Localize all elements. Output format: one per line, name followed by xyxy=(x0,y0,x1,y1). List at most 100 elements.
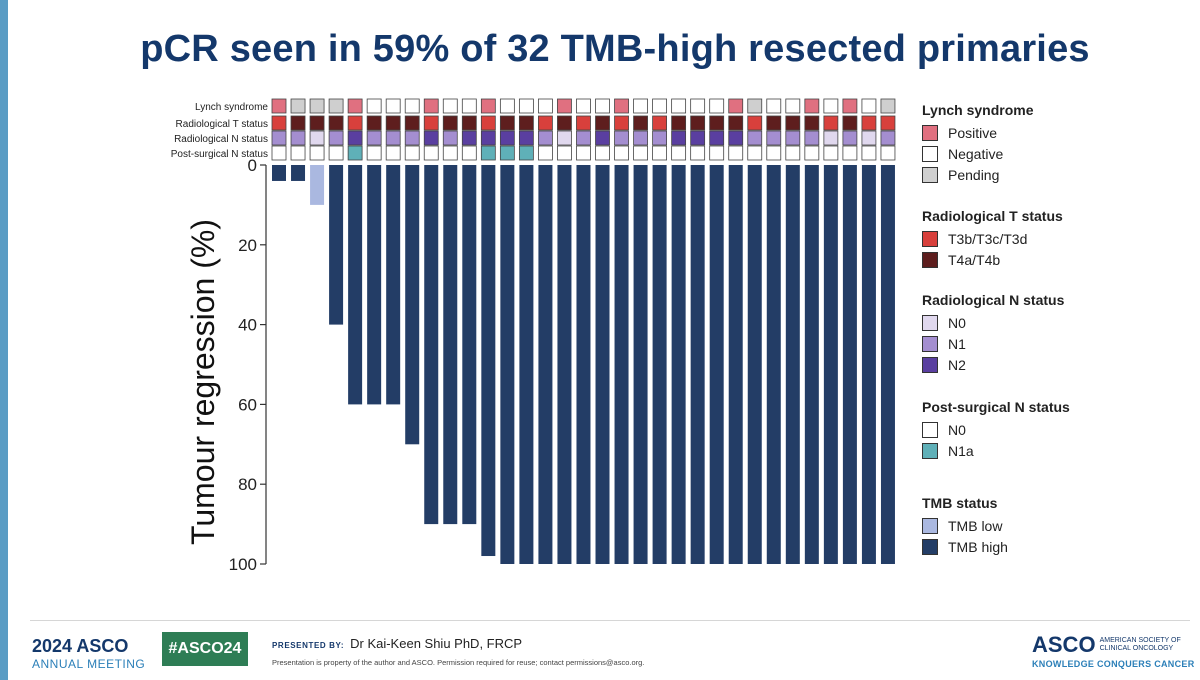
annotation-cell xyxy=(766,145,782,161)
annotation-cell xyxy=(766,115,782,131)
bar xyxy=(690,165,705,564)
legend-item: N1 xyxy=(922,333,1172,354)
annotation-cell xyxy=(538,130,553,146)
legend-group-tmb: TMB status TMB low TMB high xyxy=(922,495,1172,557)
bar xyxy=(842,165,857,564)
annotation-cell xyxy=(823,130,839,146)
legend-title: Lynch syndrome xyxy=(922,102,1034,118)
annotation-cell xyxy=(404,98,420,114)
bar xyxy=(576,165,591,564)
track-label: Lynch syndrome xyxy=(195,102,268,113)
bar xyxy=(500,165,515,564)
annotation-cell xyxy=(518,115,534,131)
bar xyxy=(519,165,534,564)
annotation-cell xyxy=(461,130,477,146)
annotation-cell xyxy=(347,145,363,161)
annotation-cell xyxy=(480,130,496,146)
annotation-cell xyxy=(633,98,648,114)
legend-item: N0 xyxy=(922,312,1172,333)
legend-swatch xyxy=(922,421,938,438)
annotation-cell xyxy=(366,115,382,131)
legend-label: TMB low xyxy=(948,517,1003,534)
slide-title: pCR seen in 59% of 32 TMB-high resected … xyxy=(140,28,1090,70)
bar xyxy=(367,165,382,405)
bar xyxy=(880,165,895,564)
bar xyxy=(861,165,876,564)
legend-label: N0 xyxy=(948,421,966,438)
annotation-cell xyxy=(614,145,629,161)
annotation-cell xyxy=(423,98,439,114)
copyright-note: Presentation is property of the author a… xyxy=(272,658,645,667)
annotation-cell xyxy=(671,130,687,146)
annotation-cell xyxy=(271,145,287,161)
bar xyxy=(766,165,781,564)
annotation-cell xyxy=(461,145,477,161)
bar xyxy=(272,165,286,181)
asco-annual-meeting-logo: 2024 ASCO ANNUAL MEETING xyxy=(32,636,145,671)
annotation-cell xyxy=(538,115,553,131)
annotation-cell xyxy=(423,145,439,161)
meeting-label: ANNUAL MEETING xyxy=(32,657,146,671)
annotation-cell xyxy=(747,115,763,131)
annotation-cell xyxy=(442,145,458,161)
annotation-cell xyxy=(804,98,820,114)
annotation-cell xyxy=(842,130,858,146)
annotation-cell xyxy=(671,145,687,161)
annotation-cell xyxy=(842,145,858,161)
annotation-cell xyxy=(328,98,344,114)
legend-swatch xyxy=(922,442,938,459)
legend-title: Post-surgical N status xyxy=(922,399,1070,415)
annotation-cell xyxy=(728,130,744,146)
bar xyxy=(443,165,458,525)
annotation-cell xyxy=(328,145,344,161)
annotation-cell xyxy=(309,145,325,161)
legend-label: N0 xyxy=(948,314,966,331)
bar xyxy=(614,165,629,564)
legend-swatch xyxy=(922,538,938,555)
bar xyxy=(291,165,306,181)
annotation-cell xyxy=(785,115,801,131)
track-label: Radiological T status xyxy=(176,119,268,130)
annotation-cell xyxy=(385,130,401,146)
annotation-cell xyxy=(557,98,572,114)
annotation-cell xyxy=(671,115,687,131)
legend-group-lynch: Lynch syndrome Positive Negative Pending xyxy=(922,102,1172,185)
annotation-cell xyxy=(309,115,325,131)
annotation-cell xyxy=(747,130,763,146)
annotation-cell xyxy=(633,115,648,131)
annotation-cell xyxy=(785,145,801,161)
legend-swatch xyxy=(922,145,938,162)
annotation-cell xyxy=(290,115,306,131)
annotation-cell xyxy=(499,98,515,114)
track-label: Radiological N status xyxy=(174,134,268,145)
annotation-cell xyxy=(690,130,706,146)
annotation-cell xyxy=(499,115,515,131)
annotation-cell xyxy=(328,130,344,146)
presenter-line: PRESENTED BY: Dr Kai-Keen Shiu PhD, FRCP xyxy=(272,636,522,651)
bar xyxy=(386,165,401,405)
annotation-cell xyxy=(595,130,610,146)
annotation-cell xyxy=(576,130,591,146)
bar xyxy=(785,165,800,564)
annotation-cell xyxy=(709,115,725,131)
legend-swatch xyxy=(922,356,938,373)
legend-swatch xyxy=(922,124,938,141)
annotation-cell xyxy=(518,145,534,161)
annotation-cell xyxy=(823,98,839,114)
bar xyxy=(804,165,819,564)
annotation-cell xyxy=(347,115,363,131)
bar xyxy=(405,165,420,445)
slide-left-edge xyxy=(0,0,8,680)
annotation-cell xyxy=(290,130,306,146)
annotation-cell xyxy=(480,98,496,114)
legend-swatch xyxy=(922,517,938,534)
annotation-cell xyxy=(861,130,877,146)
legend-title: TMB status xyxy=(922,495,998,511)
annotation-cell xyxy=(842,115,858,131)
annotation-cell xyxy=(842,98,858,114)
legend-label: T4a/T4b xyxy=(948,251,1001,268)
annotation-cell xyxy=(614,115,629,131)
annotation-cell xyxy=(614,98,629,114)
legend-item: Negative xyxy=(922,143,1172,164)
annotation-cell xyxy=(328,115,344,131)
